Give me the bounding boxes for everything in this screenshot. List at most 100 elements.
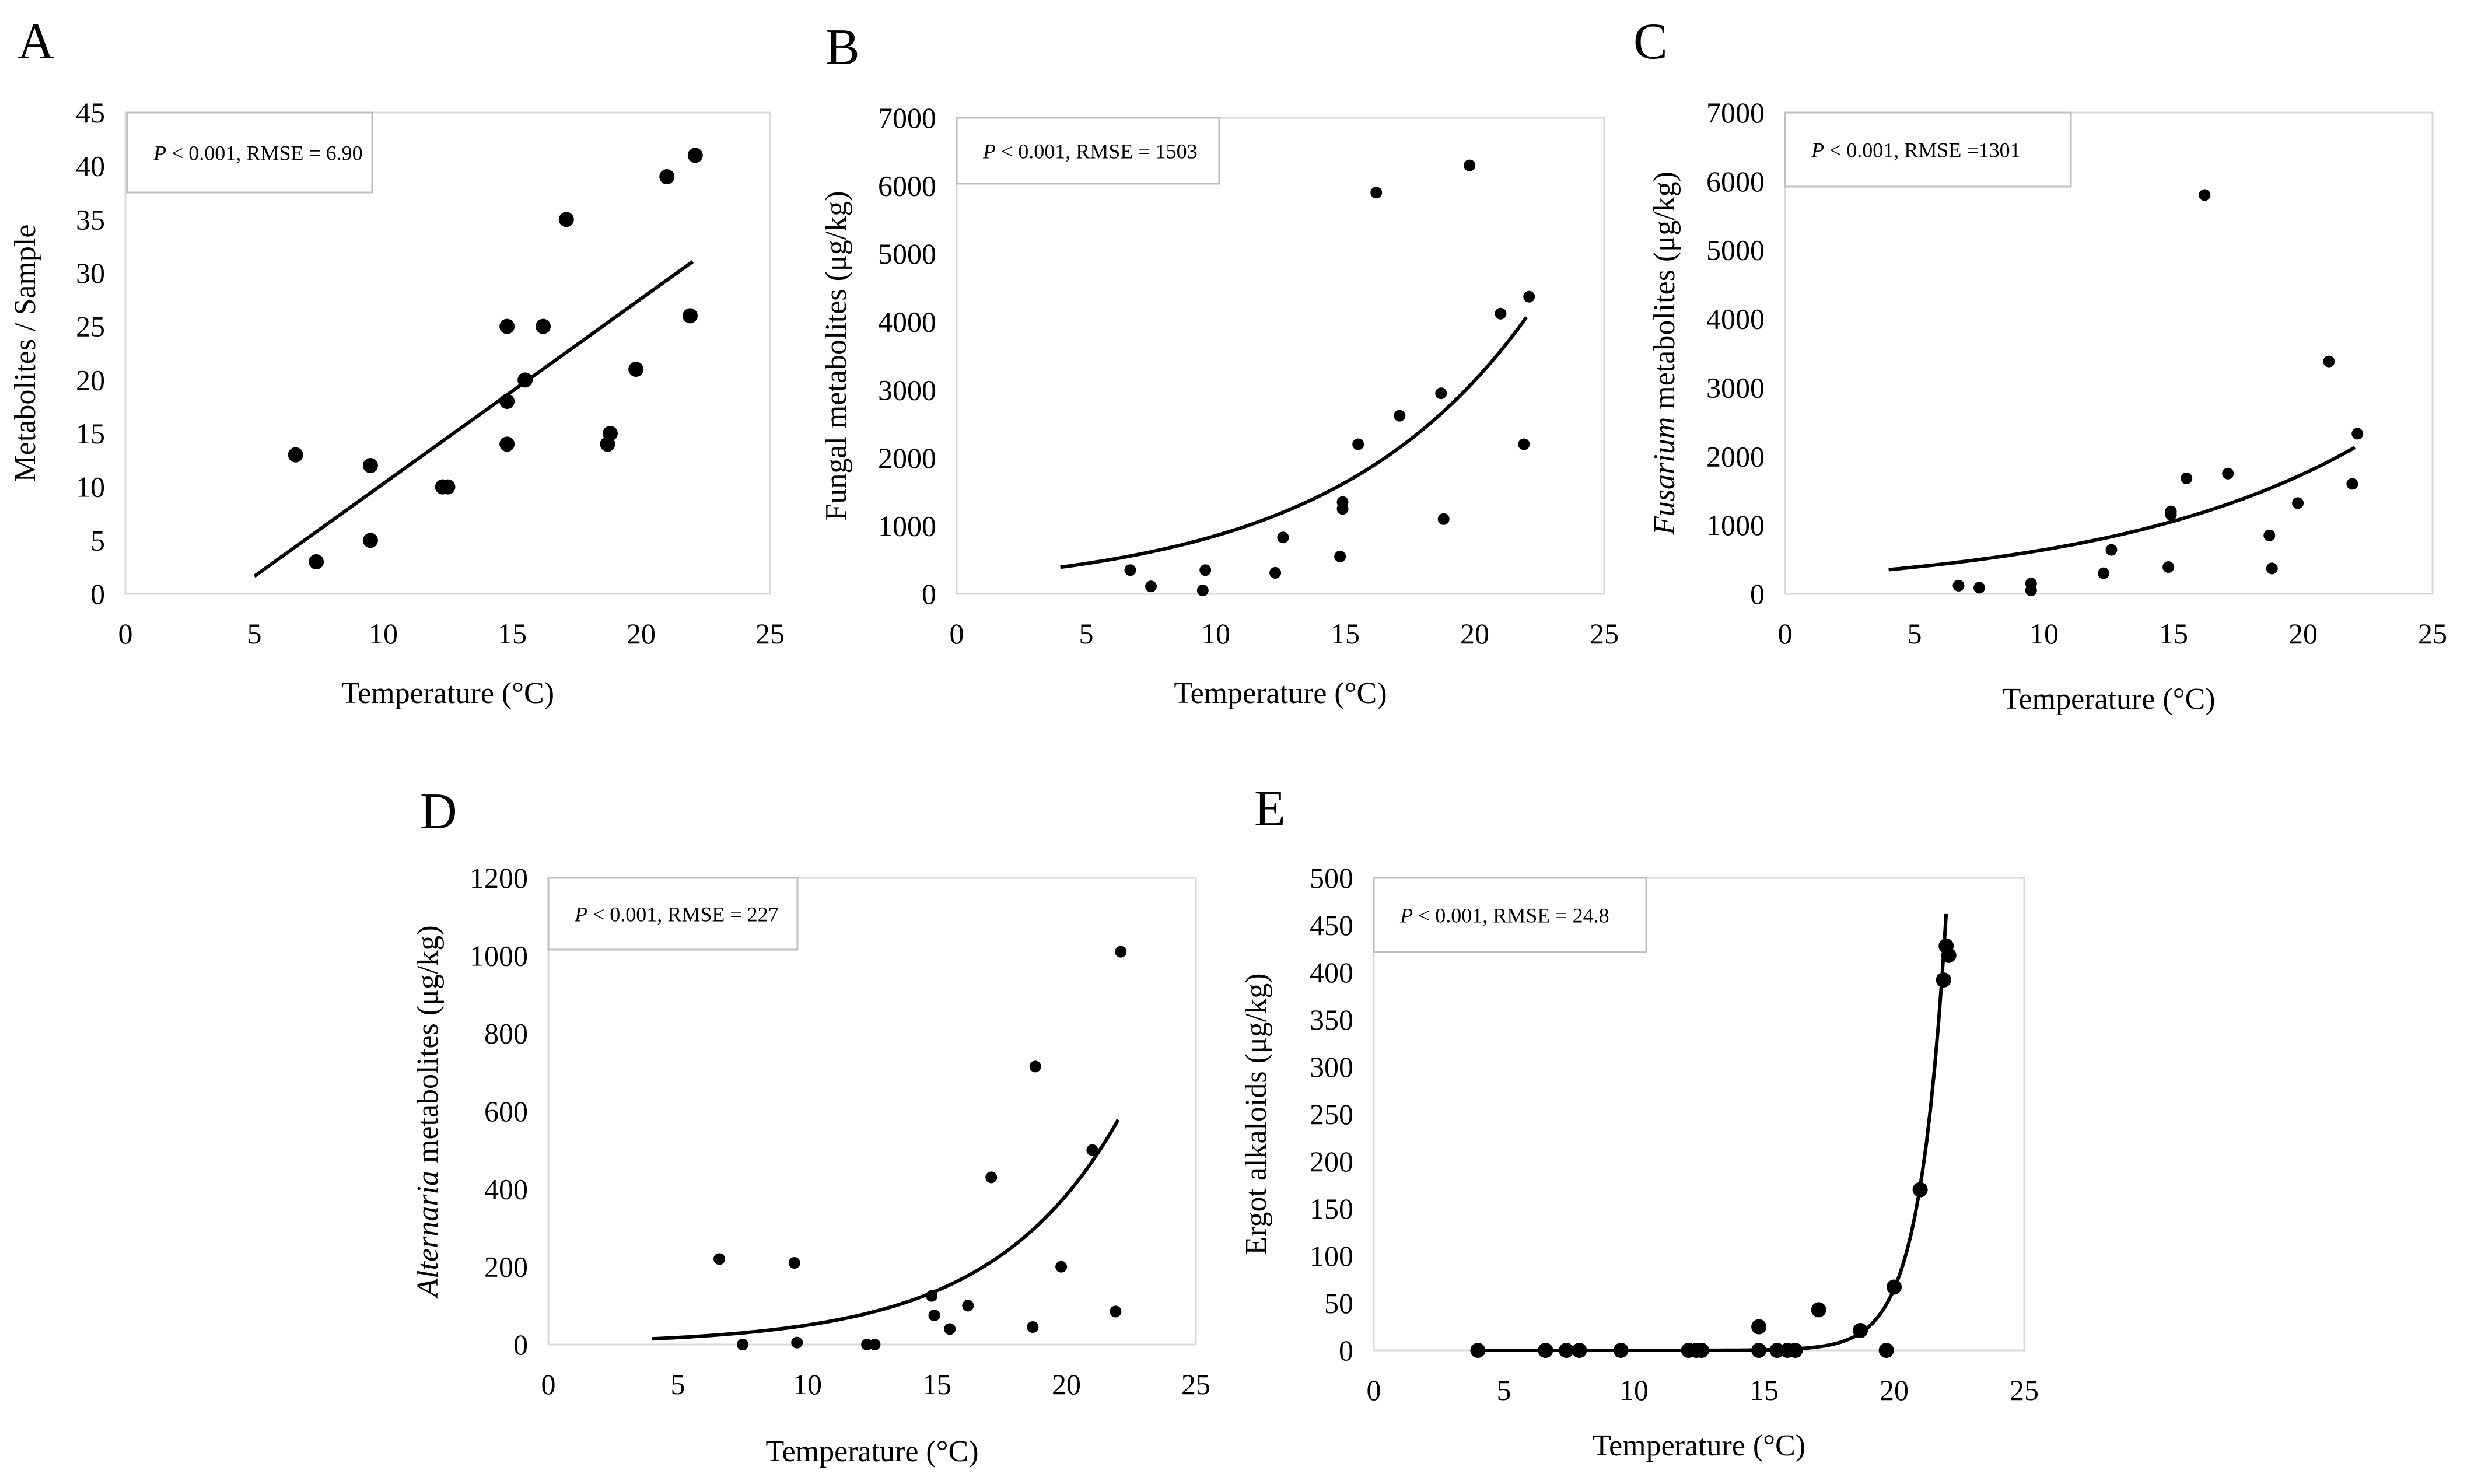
data-point (499, 394, 515, 409)
y-axis-title: Alternaria metabolites (μg/kg) (411, 925, 445, 1298)
x-tick-label: 0 (541, 1368, 556, 1401)
y-axis-title: Metabolites / Sample (9, 225, 42, 482)
y-tick-label: 800 (484, 1017, 528, 1050)
x-tick-label: 10 (1201, 617, 1230, 650)
y-tick-label: 40 (76, 150, 105, 183)
data-point (2263, 529, 2276, 541)
x-tick-label: 5 (1079, 617, 1094, 650)
data-point (1952, 579, 1965, 592)
y-tick-label: 0 (1339, 1334, 1353, 1367)
data-point (1811, 1302, 1826, 1318)
data-point (2351, 428, 2364, 440)
y-tick-label: 0 (922, 578, 936, 610)
x-tick-label: 10 (369, 617, 398, 650)
data-point (2292, 497, 2304, 509)
annotation-box (547, 877, 799, 951)
data-point (869, 1339, 881, 1350)
panel-e: E0 5 10 15 20 2505010015020025030035040045050… (1240, 780, 2039, 1462)
y-tick-label: 0 (1750, 578, 1765, 610)
data-point (1196, 584, 1209, 597)
panel-c: C 0 5 10 15 20 25 0 1000 2000 3000 4000 5000 6000 7000… (1633, 13, 2447, 716)
data-point (1370, 187, 1383, 199)
y-tick-label: 7000 (878, 102, 936, 134)
data-point (1572, 1343, 1587, 1358)
data-point (1559, 1343, 1574, 1358)
data-point (1693, 1343, 1709, 1358)
y-tick-label: 1000 (470, 939, 528, 972)
data-point (1613, 1343, 1629, 1358)
data-point (2222, 467, 2234, 480)
x-tick-label: 25 (1181, 1368, 1210, 1401)
annotation-box (1373, 877, 1647, 953)
data-point (558, 212, 574, 228)
data-point (362, 533, 378, 548)
fit-curve (1888, 446, 2356, 572)
x-axis-title: Temperature (°C) (1174, 677, 1387, 710)
y-tick-label: 200 (1310, 1145, 1353, 1178)
data-point (928, 1310, 940, 1321)
data-point (2162, 561, 2175, 573)
y-tick-label: 300 (1310, 1051, 1353, 1083)
y-axis-title: Ergot alkaloids (μg/kg) (1240, 973, 1273, 1255)
annotation-text: P < 0.001, RMSE =1301 (1811, 139, 2021, 162)
fit-curve (253, 260, 694, 578)
x-tick-label: 20 (1880, 1374, 1909, 1406)
x-axis-title: Temperature (°C) (765, 1435, 978, 1468)
x-tick-label: 0 (118, 617, 133, 650)
x-tick-label: 20 (627, 617, 656, 650)
y-tick-label: 6000 (878, 170, 936, 202)
data-point (1115, 946, 1127, 958)
data-point (1973, 582, 1985, 594)
fit-curve (652, 1119, 1120, 1341)
data-point (1470, 1343, 1486, 1358)
x-tick-label: 0 (950, 617, 964, 650)
y-tick-label: 1000 (1706, 509, 1765, 541)
x-tick-label: 15 (498, 617, 527, 650)
annotation-text: P < 0.001, RMSE = 24.8 (1399, 904, 1609, 928)
data-point (2025, 578, 2037, 590)
panel-a: A 0 5 10 15 20 25 0 5 10 15 20 25 30 35 40 45 Temperature… (9, 13, 785, 710)
x-tick-label: 25 (755, 617, 785, 650)
x-tick-label: 5 (671, 1368, 685, 1401)
fit-curve (1478, 914, 1948, 1352)
data-point (985, 1171, 998, 1184)
data-point (2105, 544, 2118, 556)
annotation-text: P < 0.001, RMSE = 1503 (982, 140, 1198, 163)
data-point (1751, 1319, 1767, 1335)
data-point (2098, 567, 2110, 579)
data-point (1336, 496, 1349, 508)
y-tick-label: 5 (90, 524, 105, 556)
y-tick-label: 1000 (878, 509, 936, 542)
fit-curve (1060, 316, 1528, 569)
data-point (659, 169, 675, 184)
data-point (926, 1290, 938, 1302)
data-point (1145, 580, 1157, 593)
data-point (499, 318, 515, 334)
y-tick-label: 0 (90, 578, 105, 610)
y-tick-label: 250 (1310, 1098, 1353, 1130)
y-axis-title: Fungal metabolites (μg/kg) (820, 191, 853, 520)
data-point (440, 479, 456, 495)
data-point (687, 148, 703, 163)
data-point (2323, 355, 2335, 368)
panel-letter: C (1633, 13, 1668, 70)
x-tick-label: 25 (2010, 1374, 2039, 1406)
data-point (1124, 564, 1136, 576)
data-point (536, 318, 551, 334)
plot-area (956, 117, 1605, 595)
y-tick-label: 10 (76, 471, 105, 503)
y-tick-label: 1200 (470, 862, 528, 894)
annotation-text: P < 0.001, RMSE = 227 (574, 903, 779, 926)
y-tick-label: 50 (1324, 1287, 1353, 1320)
data-point (2266, 562, 2278, 575)
data-point (1853, 1322, 1868, 1338)
data-point (1751, 1343, 1767, 1358)
data-point (944, 1323, 956, 1335)
annotation-box (1784, 111, 2072, 188)
x-tick-label: 0 (1367, 1374, 1381, 1406)
x-tick-label: 20 (1052, 1368, 1081, 1401)
y-tick-label: 7000 (1706, 96, 1765, 129)
y-tick-label: 2000 (1706, 440, 1765, 473)
data-point (962, 1300, 974, 1312)
x-tick-label: 15 (922, 1368, 951, 1401)
